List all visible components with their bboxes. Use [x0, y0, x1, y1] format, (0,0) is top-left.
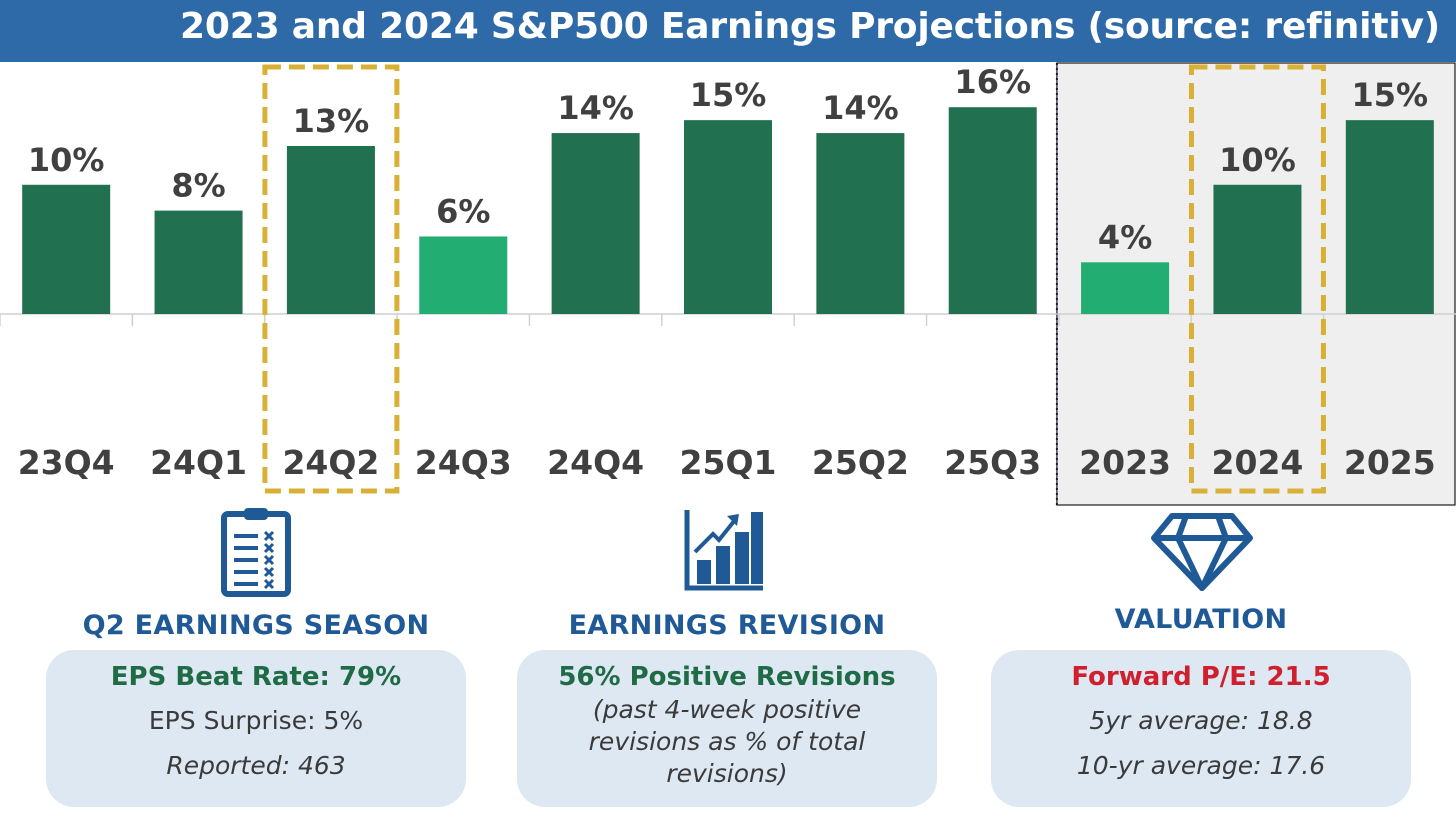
bar-25Q1 [684, 120, 772, 315]
category-label-24Q1: 24Q1 [150, 443, 247, 482]
growth-chart-icon [684, 510, 763, 591]
bar-value-label-25Q2: 14% [822, 89, 899, 127]
earnings-revision-card: 56% Positive Revisions (past 4-week posi… [517, 650, 937, 807]
category-label-24Q4: 24Q4 [547, 443, 644, 482]
reported-count: Reported: 463 [166, 751, 346, 780]
card-title-valuation: VALUATION [1114, 604, 1288, 635]
category-label-2024: 2024 [1212, 443, 1304, 482]
revision-note-line-1: (past 4-week positive [592, 695, 862, 724]
bar-value-label-2025: 15% [1352, 76, 1429, 114]
positive-revisions: 56% Positive Revisions [558, 662, 896, 692]
category-label-24Q2: 24Q2 [282, 443, 379, 482]
diamond-icon [1151, 513, 1253, 591]
earnings-season-card: EPS Beat Rate: 79% EPS Surprise: 5% Repo… [46, 650, 466, 807]
page-header: 2023 and 2024 S&P500 Earnings Projection… [0, 0, 1456, 62]
category-label-25Q2: 25Q2 [812, 443, 909, 482]
bar-value-label-24Q3: 6% [436, 192, 490, 230]
bar-24Q3 [419, 236, 508, 314]
forward-pe: Forward P/E: 21.5 [1071, 662, 1331, 692]
bar-value-label-25Q1: 15% [690, 76, 767, 114]
category-label-25Q1: 25Q1 [680, 443, 777, 482]
category-label-2025: 2025 [1344, 443, 1436, 482]
bar-value-label-2023: 4% [1098, 218, 1152, 256]
eps-beat-rate: EPS Beat Rate: 79% [110, 662, 402, 692]
ten-year-average: 10-yr average: 17.6 [1076, 751, 1326, 780]
card-title-earnings-revision: EARNINGS REVISION [568, 610, 886, 641]
highlight-box-24Q2 [262, 64, 400, 494]
card-title-earnings-season: Q2 EARNINGS SEASON [82, 610, 430, 641]
valuation-card: Forward P/E: 21.5 5yr average: 18.8 10-y… [991, 650, 1411, 807]
page-title: 2023 and 2024 S&P500 Earnings Projection… [180, 6, 1440, 47]
bar-25Q3 [948, 107, 1037, 314]
revision-note-line-2: revisions as % of total [588, 727, 866, 756]
bar-25Q2 [816, 133, 905, 314]
bar-value-label-25Q3: 16% [954, 63, 1031, 101]
bar-2023 [1081, 262, 1170, 314]
bar-value-label-23Q4: 10% [28, 141, 105, 179]
bar-24Q4 [551, 133, 640, 314]
highlight-box-2024 [1188, 64, 1326, 494]
bar-value-label-2024: 10% [1219, 141, 1296, 179]
bar-24Q2 [286, 146, 375, 314]
bar-2024 [1213, 184, 1302, 314]
bar-24Q1 [154, 210, 243, 314]
bar-value-label-24Q1: 8% [171, 167, 225, 205]
revision-note-line-3: revisions) [666, 759, 788, 788]
five-year-average: 5yr average: 18.8 [1089, 706, 1313, 735]
clipboard-checklist-icon [221, 508, 291, 597]
bar-value-label-24Q4: 14% [557, 89, 634, 127]
bar-2025 [1345, 120, 1434, 315]
category-label-23Q4: 23Q4 [18, 443, 115, 482]
eps-surprise: EPS Surprise: 5% [148, 706, 364, 735]
bar-value-label-24Q2: 13% [293, 102, 370, 140]
category-label-25Q3: 25Q3 [944, 443, 1041, 482]
category-label-24Q3: 24Q3 [415, 443, 512, 482]
bar-23Q4 [22, 184, 111, 314]
category-label-2023: 2023 [1079, 443, 1171, 482]
earnings-growth-bar-chart: 10% 23Q4 8% 24Q1 13% 24Q2 6% 24Q3 14% 24Q4 15% 25Q1… [0, 62, 1456, 506]
